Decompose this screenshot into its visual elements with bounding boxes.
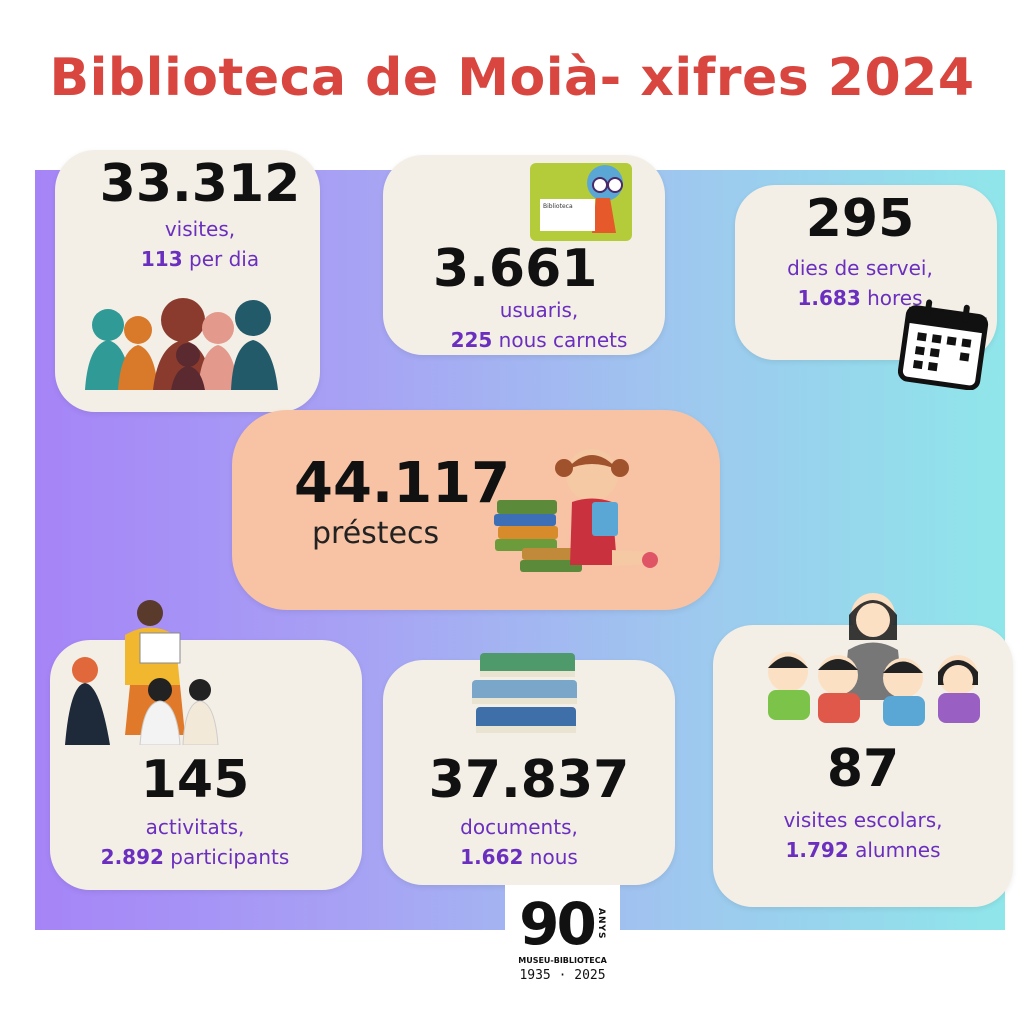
visits-per-day-label: per dia [182,247,260,271]
library-card-icon: Biblioteca [530,163,632,241]
school-visits-card: 87 visites escolars, 1.792 alumnes [713,593,1013,907]
logo-name: MUSEU-BIBLIOTECA [518,956,607,965]
participants-count: 2.892 [100,845,164,869]
activities-line2: 2.892 participants [50,842,340,872]
teacher-children-icon [768,593,980,726]
logo-number: 90 [519,890,597,958]
girl-reading-books-icon [494,449,658,572]
users-line2: 225 nous carnets [413,325,665,355]
loans-card: 44.117 préstecs [232,410,720,610]
participants-label: participants [163,845,290,869]
activities-line1: activitats, [145,815,245,839]
museum-library-90-years-logo: 90 ANYS MUSEU-BIBLIOTECA 1935 · 2025 [505,885,620,995]
new-cards-count: 225 [450,328,493,352]
users-number: 3.661 [433,239,598,299]
days-card: 295 dies de servei, 1.683 hores [735,185,997,360]
calendar-icon [898,299,989,390]
new-documents-label: nous [523,845,578,869]
activities-card: 145 activitats, 2.892 participants [50,600,362,890]
visits-line1: visites, [164,217,236,241]
days-label: dies de servei, 1.683 hores [735,253,985,313]
documents-number: 37.837 [428,750,630,810]
students-count: 1.792 [785,838,849,862]
documents-line2: 1.662 nous [383,842,655,872]
loans-label: préstecs [312,516,440,551]
days-line1: dies de servei, [787,256,933,280]
people-silhouettes-icon [85,298,278,390]
storytelling-group-icon [65,600,219,745]
library-card-text: Biblioteca [543,203,573,210]
days-number: 295 [805,189,915,249]
school-visits-number: 87 [826,739,900,799]
page-title: Biblioteca de Moià- xifres 2024 [49,48,975,108]
activities-number: 145 [140,750,250,810]
users-label: usuaris, 225 nous carnets [383,295,665,355]
students-label: alumnes [848,838,941,862]
school-visits-line1: visites escolars, [783,808,943,832]
logo-vertical-text: ANYS [595,908,606,940]
school-visits-line2: 1.792 alumnes [713,835,1013,865]
documents-line1: documents, [460,815,578,839]
users-line1: usuaris, [499,298,579,322]
documents-label: documents, 1.662 nous [383,812,655,872]
visits-per-day: 113 [140,247,183,271]
school-visits-label: visites escolars, 1.792 alumnes [713,805,1013,865]
visits-card: 33.312 visites, 113 per dia [55,150,320,412]
visits-label: visites, 113 per dia [55,214,320,274]
users-card: Biblioteca 3.661 usuaris, 225 nous carne… [383,155,665,355]
documents-card: 37.837 documents, 1.662 nous [383,653,675,885]
visits-number: 33.312 [99,154,301,214]
new-documents-count: 1.662 [460,845,524,869]
activities-label: activitats, 2.892 participants [50,812,340,872]
new-cards-label: nous carnets [492,328,628,352]
visits-line2: 113 per dia [80,244,320,274]
book-stack-icon [472,653,577,733]
logo-years: 1935 · 2025 [519,968,606,983]
hours-count: 1.683 [797,286,861,310]
loans-number: 44.117 [294,451,511,516]
